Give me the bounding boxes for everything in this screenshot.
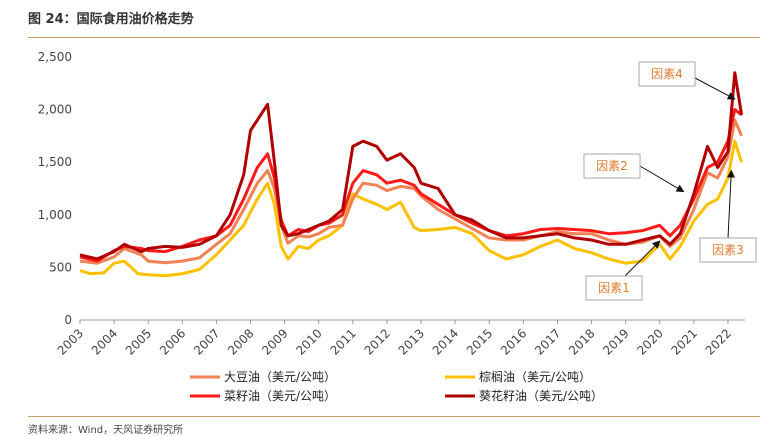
annotation-box-f1: [585, 275, 643, 301]
x-tick-label: 2021: [668, 326, 699, 357]
y-tick-label: 2,000: [38, 103, 72, 117]
legend-label-rapeseed: 菜籽油（美元/公吨）: [224, 389, 336, 403]
top-rule: [28, 37, 760, 38]
x-tick-label: 2008: [225, 326, 256, 357]
x-tick-label: 2012: [362, 326, 393, 357]
annotation-arrow-f4: [694, 77, 736, 100]
series-line-sunflower: [79, 71, 744, 261]
annotation-label-f1: 因素1: [598, 281, 630, 295]
x-tick-label: 2009: [259, 326, 290, 357]
x-tick-label: 2019: [600, 326, 631, 357]
chart-annotations: 因素1 因素2 因素3 因素4: [583, 61, 757, 301]
x-tick-label: 2017: [532, 326, 563, 357]
y-tick-label: 500: [49, 260, 72, 274]
annotation-label-f3: 因素3: [712, 243, 744, 257]
x-tick-label: 2011: [327, 326, 358, 357]
x-tick-label: 2013: [396, 326, 427, 357]
x-tick-label: 2007: [191, 326, 222, 357]
legend-label-palm: 棕榈油（美元/公吨）: [479, 369, 591, 384]
annotation-arrow-f1: [624, 240, 661, 277]
annotation-label-f2: 因素2: [596, 159, 628, 173]
x-tick-label: 2014: [430, 326, 461, 357]
y-tick-label: 2,500: [38, 50, 72, 64]
annotation-box-f3: [699, 237, 757, 263]
x-tick-label: 2016: [498, 326, 529, 357]
x-tick-label: 2015: [464, 326, 495, 357]
bottom-rule: [28, 416, 760, 417]
y-tick-label: 1,500: [38, 155, 72, 169]
source-note: 资料来源：Wind，天风证券研究所: [28, 425, 184, 436]
series-line-soybean: [79, 118, 743, 265]
x-tick-label: 2004: [89, 326, 120, 357]
annotation-label-f4: 因素4: [651, 67, 683, 81]
chart-lines: [79, 71, 744, 278]
x-tick-label: 2022: [703, 326, 734, 357]
annotation-arrow-f3: [727, 169, 736, 239]
series-line-palm: [79, 139, 744, 278]
annotation-arrow-f2: [639, 165, 685, 193]
x-tick-label: 2010: [293, 326, 324, 357]
y-tick-label: 0: [64, 313, 72, 327]
x-tick-label: 2003: [55, 326, 86, 357]
chart-axes: 0 500 1,000 1,500 2,000 2,500 2003 2004 2005 2006…: [38, 50, 745, 358]
x-tick-label: 2020: [634, 326, 665, 357]
x-tick-label: 2018: [566, 326, 597, 357]
x-tick-label: 2006: [157, 326, 188, 357]
chart-legend: 大豆油（美元/公吨） 棕榈油（美元/公吨） 菜籽油（美元/公吨） 葵花籽油（美元/公吨…: [190, 369, 603, 403]
annotation-box-f2: [583, 153, 641, 179]
annotation-box-f4: [638, 61, 696, 87]
x-tick-label: 2005: [123, 326, 154, 357]
y-tick-label: 1,000: [38, 208, 72, 222]
legend-label-soybean: 大豆油（美元/公吨）: [224, 370, 336, 384]
figure-title: 图 24：国际食用油价格走势: [28, 12, 194, 27]
series-line-rapeseed: [79, 108, 743, 263]
legend-label-sunflower: 葵花籽油（美元/公吨）: [479, 388, 603, 403]
